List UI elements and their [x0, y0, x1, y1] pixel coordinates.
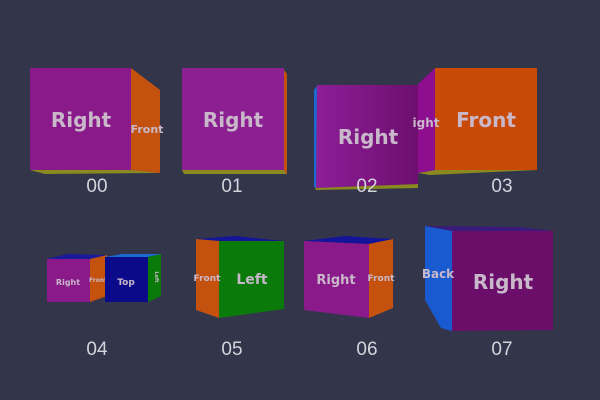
cube-03: ight Front 03: [413, 68, 537, 197]
front-face: [435, 68, 537, 170]
cube-06: Right Front 06: [304, 236, 395, 360]
right-face: [304, 241, 369, 318]
cube-caption: 01: [221, 176, 242, 197]
bottom-face: [30, 170, 160, 174]
cube-caption: 00: [86, 176, 107, 197]
back-face: [425, 226, 452, 331]
cube-07: Back Right 07: [422, 226, 553, 360]
right-face: [47, 259, 90, 302]
bottom-face: [182, 170, 287, 174]
face-label: Front: [456, 108, 516, 132]
top-face: [196, 236, 284, 241]
cube-caption: 02: [356, 176, 377, 197]
back-face: [105, 254, 161, 257]
face-label: ight: [413, 116, 440, 130]
top-face: [47, 254, 107, 259]
face-label: Front: [131, 123, 164, 136]
face-label: Right: [316, 273, 355, 288]
face-label: Back: [422, 267, 455, 281]
front-face: [369, 239, 393, 318]
bottom-face: [418, 170, 537, 175]
cube-04: Right Front Top Left 04: [47, 254, 161, 360]
face-label: Right: [51, 108, 112, 132]
face-label: Right: [56, 278, 80, 287]
front-face: [131, 68, 160, 173]
right-face: [316, 85, 418, 188]
cube-00: Right Front 00: [30, 68, 163, 197]
cube-caption: 05: [221, 339, 242, 360]
bottom-face: [315, 184, 418, 190]
right-face: [418, 68, 435, 173]
cube-caption: 03: [491, 176, 512, 197]
face-label: Right: [338, 125, 399, 149]
cube-01: Right 01: [182, 68, 287, 197]
face-label: Front: [368, 274, 396, 284]
face-label: Right: [203, 108, 264, 132]
face-label: Top: [117, 278, 135, 288]
face-label: Left: [153, 271, 159, 283]
face-label: Right: [473, 270, 534, 294]
front-face: [196, 239, 219, 318]
front-face: [90, 255, 107, 302]
front-face: [284, 70, 287, 174]
left-face: [148, 254, 161, 302]
top-face: [304, 236, 393, 244]
right-face: [182, 68, 284, 170]
top-face: [105, 257, 148, 302]
cube-caption: 04: [86, 339, 108, 360]
face-label: Front: [89, 277, 107, 284]
cube-05: Front Left 05: [194, 236, 284, 360]
right-face: [452, 231, 553, 331]
cube-caption: 07: [491, 339, 512, 360]
cube-caption: 06: [356, 339, 377, 360]
face-label: Front: [194, 274, 222, 284]
right-face: [30, 68, 131, 170]
top-face: [425, 226, 553, 231]
face-label: Left: [236, 272, 268, 288]
left-face: [219, 241, 284, 318]
cube-02: Right 02: [314, 85, 418, 197]
